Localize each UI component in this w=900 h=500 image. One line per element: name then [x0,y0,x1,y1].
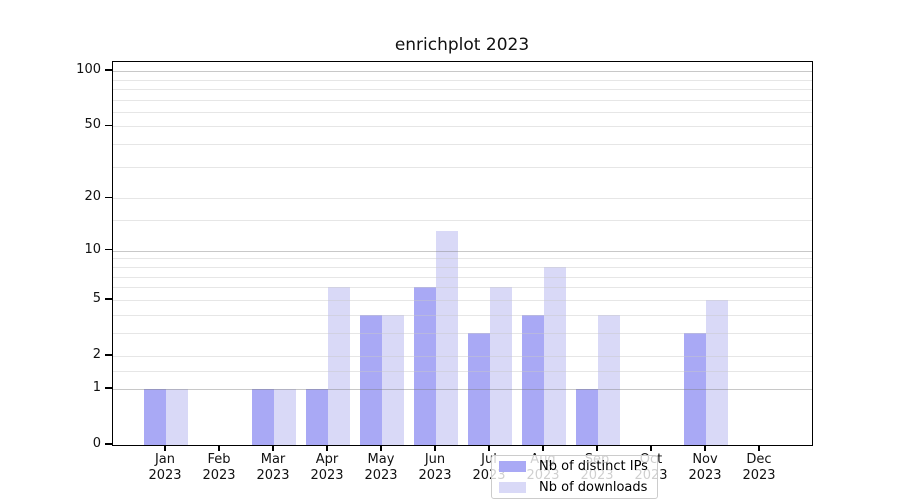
x-tick-mark [272,445,274,451]
grid-line-minor [113,276,812,278]
bar-distinct-ips-nov [684,332,706,445]
y-tick-label: 20 [84,189,101,205]
y-tick-label: 50 [84,117,101,133]
bar-downloads-jun [436,231,458,445]
x-tick-mark [434,445,436,451]
y-tick-label: 5 [92,290,101,306]
x-tick-mark [704,445,706,451]
legend-swatch-downloads [499,482,526,493]
bar-distinct-ips-apr [306,388,328,445]
legend-label: Nb of downloads [539,480,648,495]
x-tick-mark [164,445,166,451]
x-tick-label: May 2023 [364,452,398,483]
bar-downloads-jan [166,388,188,445]
y-tick-label: 10 [84,241,101,257]
grid-line-major [113,388,812,390]
bar-downloads-nov [706,299,728,445]
grid-line-minor [113,314,812,316]
grid-line-minor [113,144,812,146]
x-tick-mark [326,445,328,451]
y-tick-label: 0 [92,436,101,451]
bar-distinct-ips-jul [468,332,490,445]
bar-downloads-sep [598,314,620,445]
y-tick-mark [105,298,112,300]
x-tick-mark [650,445,652,451]
bar-downloads-aug [544,266,566,445]
x-tick-mark [596,445,598,451]
grid-line-minor [113,370,812,372]
grid-line-minor [113,99,812,101]
y-tick-mark [105,69,112,71]
grid-line-minor [113,79,812,81]
grid-line-minor [113,88,812,90]
grid-line-minor [113,111,812,113]
bar-downloads-may [382,314,404,445]
x-tick-mark [542,445,544,451]
y-tick-mark [105,387,112,389]
y-tick-mark [105,443,112,445]
x-tick-label: Jun 2023 [418,452,452,483]
x-tick-label: Feb 2023 [202,452,236,483]
grid-line-major [113,250,812,252]
x-tick-mark [758,445,760,451]
grid-line-minor [113,198,812,200]
y-tick-mark [105,354,112,356]
grid-line-major [113,71,812,73]
x-tick-mark [380,445,382,451]
grid-line-minor [113,126,812,128]
legend-entry: Nb of distinct IPs [499,458,657,476]
x-tick-label: Mar 2023 [256,452,290,483]
x-tick-mark [218,445,220,451]
bar-downloads-apr [328,287,350,445]
x-tick-label: Jan 2023 [148,452,182,483]
bar-distinct-ips-jan [144,388,166,445]
bar-distinct-ips-jun [414,287,436,445]
legend-swatch-distinct-ips [499,461,526,472]
legend-label: Nb of distinct IPs [539,459,648,474]
legend-entry: Nb of downloads [499,479,657,497]
x-tick-label: Apr 2023 [310,452,344,483]
legend: Nb of distinct IPs Nb of downloads [491,455,658,499]
bar-downloads-jul [490,287,512,445]
bar-distinct-ips-mar [252,388,274,445]
grid-line-minor [113,166,812,168]
y-tick-mark [105,249,112,251]
grid-line-minor [113,332,812,334]
y-tick-label: 2 [92,346,101,362]
chart-title: enrichplot 2023 [394,35,530,55]
grid-line-minor [113,355,812,357]
grid-line-minor [113,258,812,260]
bar-distinct-ips-may [360,314,382,445]
y-tick-mark [105,196,112,199]
bar-downloads-mar [274,388,296,445]
x-tick-label: Dec 2023 [742,452,776,483]
plot-area: Nb of distinct IPs Nb of downloads [112,61,813,499]
y-tick-label: 1 [92,379,101,395]
x-tick-label: Nov 2023 [688,452,722,483]
grid-line-minor [113,287,812,289]
bar-distinct-ips-sep [576,388,598,445]
grid-line-minor [113,299,812,301]
x-tick-mark [488,445,490,451]
y-tick-label: 100 [76,62,101,78]
grid-line-minor [113,220,812,222]
bar-distinct-ips-aug [522,314,544,445]
grid-line-minor [113,266,812,268]
y-tick-mark [105,124,112,127]
